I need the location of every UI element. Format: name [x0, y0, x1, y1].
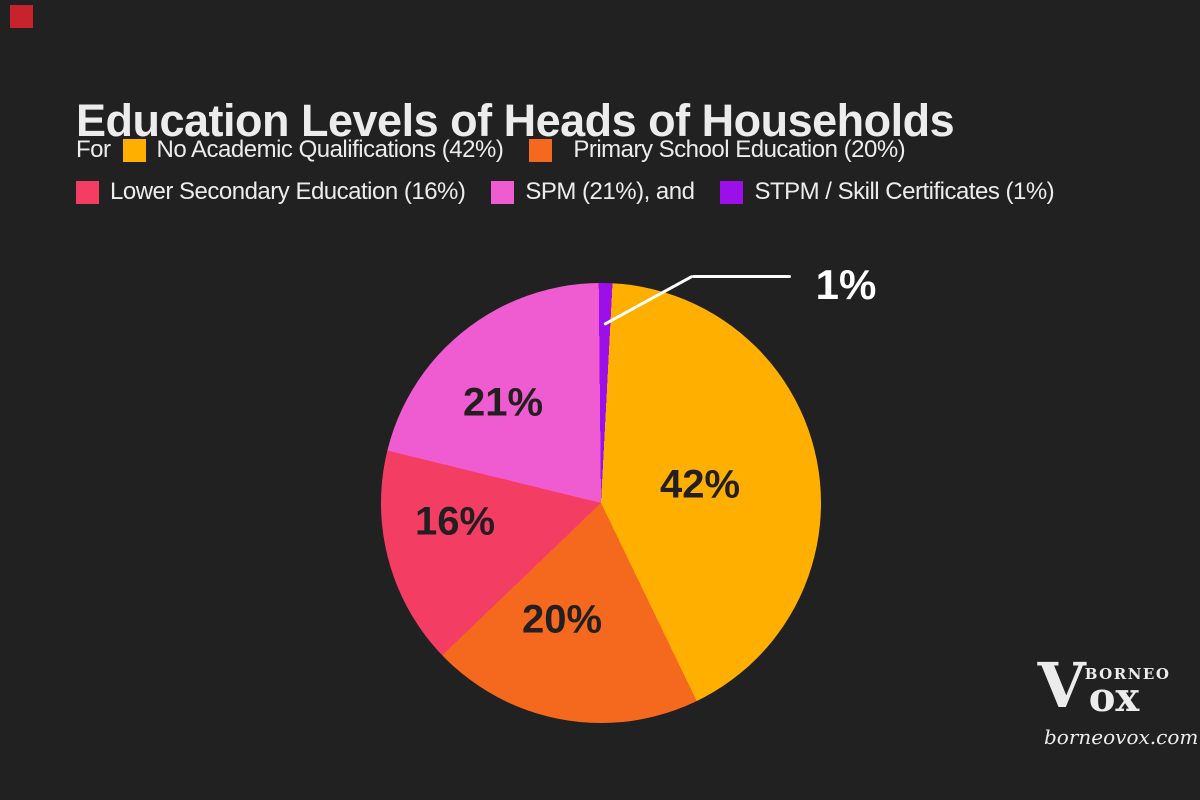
- logo-website-url: borneovox.com: [1044, 724, 1199, 749]
- legend-item-lower-secondary: Lower Secondary Education (16%): [76, 178, 466, 206]
- legend-label-spm: SPM (21%), and: [525, 178, 695, 205]
- legend-prefix: For: [76, 136, 111, 163]
- logo-wordmark: V BORNEO ox: [1038, 655, 1169, 721]
- legend-item-stpm: STPM / Skill Certificates (1%): [720, 178, 1055, 206]
- logo-borneo-text: BORNEO: [1084, 665, 1171, 683]
- legend-item-no-academic: No Academic Qualifications (42%): [122, 136, 504, 164]
- legend-swatch-no-academic: [122, 138, 146, 162]
- legend-swatch-primary: [529, 138, 553, 162]
- legend-row-1: For No Academic Qualifications (42%) Pri…: [76, 136, 931, 164]
- legend-row-2: Lower Secondary Education (16%) SPM (21%…: [76, 178, 1080, 206]
- legend-label-primary: Primary School Education (20%): [573, 136, 906, 163]
- chart-title: Education Levels of Heads of Households: [76, 95, 955, 147]
- logo-ox-text: ox: [1088, 673, 1140, 721]
- pie-label-primary: 20%: [521, 597, 603, 642]
- pie-label-no-academic: 42%: [659, 462, 741, 507]
- pie-label-stpm-callout: 1%: [815, 261, 877, 308]
- legend-label-lower-secondary: Lower Secondary Education (16%): [110, 178, 466, 205]
- callout-line-horizontal: [692, 275, 791, 278]
- pie-label-spm: 21%: [462, 380, 544, 425]
- logo-letter-v: V: [1037, 649, 1086, 722]
- pie-label-lower-secondary: 16%: [414, 499, 496, 544]
- legend-item-spm: SPM (21%), and: [491, 178, 695, 206]
- legend-label-no-academic: No Academic Qualifications (42%): [156, 136, 504, 163]
- legend-item-primary: Primary School Education (20%): [529, 136, 906, 164]
- legend-swatch-spm: [491, 180, 515, 204]
- legend-swatch-lower-secondary: [76, 180, 99, 204]
- legend-swatch-stpm: [720, 180, 744, 204]
- corner-marker: [10, 5, 33, 28]
- borneo-vox-logo: V BORNEO ox borneovox.com: [1038, 655, 1199, 749]
- legend-label-stpm: STPM / Skill Certificates (1%): [754, 178, 1055, 205]
- pie-chart: [381, 283, 821, 723]
